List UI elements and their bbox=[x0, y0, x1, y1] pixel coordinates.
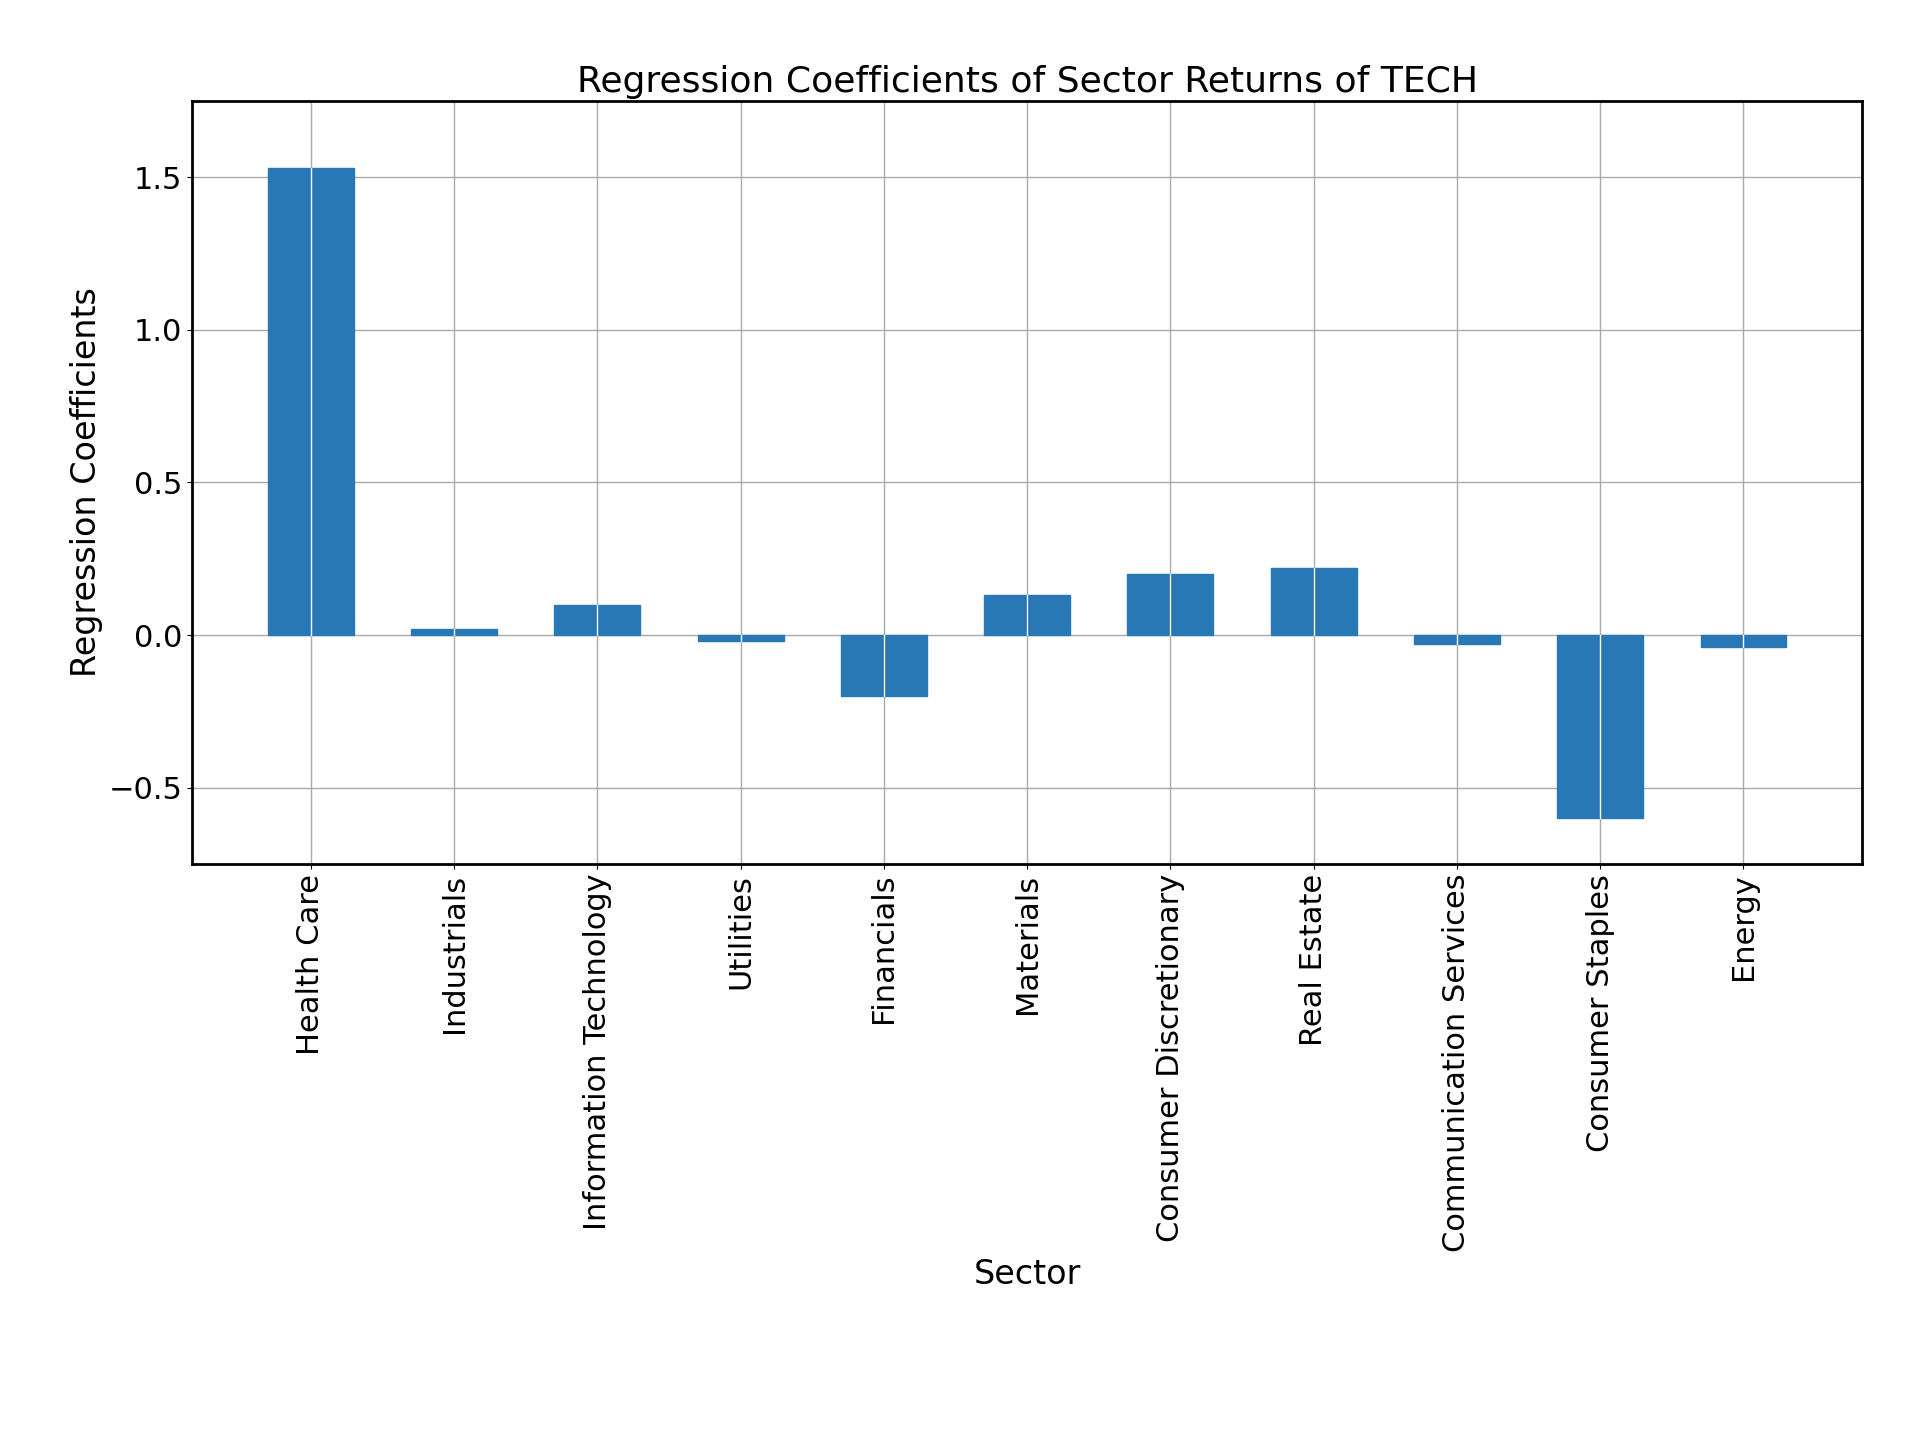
Bar bbox=[1271, 567, 1357, 635]
Bar bbox=[555, 605, 641, 635]
Bar bbox=[1413, 635, 1500, 644]
Bar bbox=[1127, 575, 1213, 635]
Title: Regression Coefficients of Sector Returns of TECH: Regression Coefficients of Sector Return… bbox=[576, 65, 1478, 99]
Bar bbox=[269, 168, 353, 635]
Y-axis label: Regression Coefficients: Regression Coefficients bbox=[69, 288, 104, 677]
Bar bbox=[985, 595, 1069, 635]
Bar bbox=[1557, 635, 1644, 818]
Bar bbox=[1701, 635, 1786, 647]
Bar bbox=[411, 629, 497, 635]
Bar bbox=[697, 635, 783, 641]
Bar bbox=[841, 635, 927, 696]
X-axis label: Sector: Sector bbox=[973, 1259, 1081, 1290]
